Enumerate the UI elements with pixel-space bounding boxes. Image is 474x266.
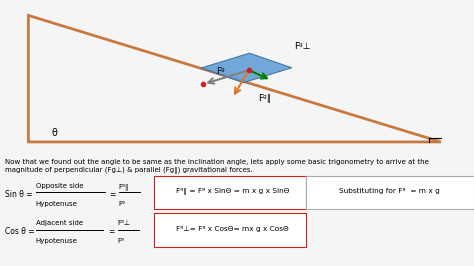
Text: Fᵍ∥ = Fᵍ x SinΘ = m x g x SinΘ: Fᵍ∥ = Fᵍ x SinΘ = m x g x SinΘ <box>175 187 289 194</box>
Text: Fᵍ∥: Fᵍ∥ <box>118 183 129 190</box>
FancyBboxPatch shape <box>306 176 474 209</box>
Text: Fᵍ⊥: Fᵍ⊥ <box>294 42 310 51</box>
Text: Fᵍ: Fᵍ <box>118 238 125 244</box>
Text: Hypotenuse: Hypotenuse <box>36 201 77 207</box>
FancyBboxPatch shape <box>154 176 306 209</box>
Text: θ: θ <box>52 128 57 138</box>
Text: Fᵍ⊥= Fᵍ x CosΘ= mx g x CosΘ: Fᵍ⊥= Fᵍ x CosΘ= mx g x CosΘ <box>176 226 289 232</box>
Text: Fᵍ: Fᵍ <box>217 67 225 76</box>
Text: Cos θ =: Cos θ = <box>5 227 37 236</box>
Polygon shape <box>201 53 292 82</box>
Text: Fᵍ: Fᵍ <box>118 201 126 207</box>
FancyBboxPatch shape <box>154 214 306 247</box>
Text: =: = <box>109 190 115 199</box>
Text: Fᵍ∥: Fᵍ∥ <box>258 93 272 102</box>
Text: Opposite side: Opposite side <box>36 183 83 189</box>
Text: Fᵍ⊥: Fᵍ⊥ <box>118 220 130 226</box>
Text: Hypotenuse: Hypotenuse <box>36 238 77 244</box>
Text: Adjacent side: Adjacent side <box>36 220 82 226</box>
Text: Substituting for Fᵍ  = m x g: Substituting for Fᵍ = m x g <box>339 188 440 194</box>
Text: =: = <box>108 227 114 236</box>
Text: Now that we found out the angle to be same as the inclination angle, lets apply : Now that we found out the angle to be sa… <box>5 159 428 174</box>
Text: Sin θ =: Sin θ = <box>5 190 35 199</box>
